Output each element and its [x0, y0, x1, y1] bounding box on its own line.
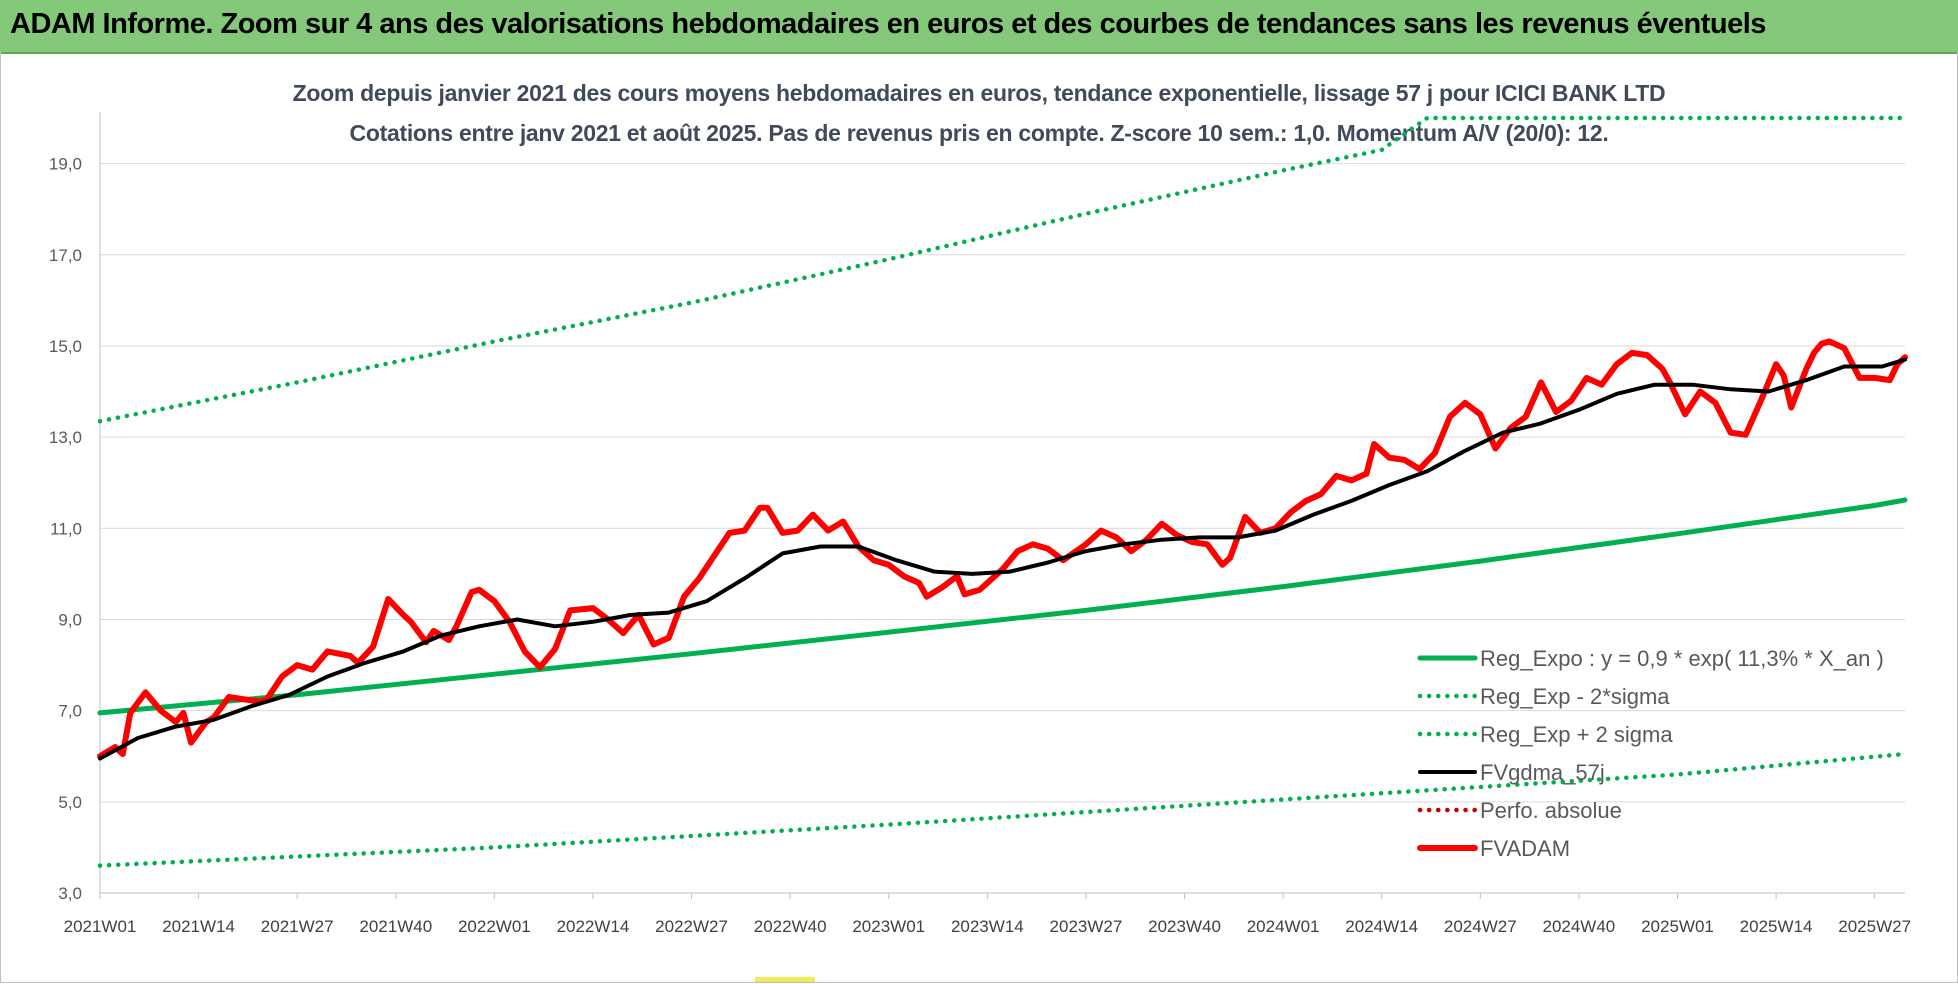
legend-label: FVADAM	[1480, 836, 1570, 861]
y-tick-label: 3,0	[58, 884, 82, 903]
y-tick-label: 15,0	[49, 337, 82, 356]
x-tick-label: 2023W40	[1148, 917, 1221, 936]
x-tick-label: 2024W01	[1247, 917, 1320, 936]
banner-title: ADAM Informe. Zoom sur 4 ans des valoris…	[10, 8, 1766, 40]
x-tick-label: 2024W14	[1345, 917, 1418, 936]
y-tick-label: 19,0	[49, 155, 82, 174]
x-tick-label: 2023W27	[1050, 917, 1123, 936]
x-tick-label: 2025W14	[1740, 917, 1813, 936]
series-line-3	[97, 115, 1908, 424]
x-tick-label: 2024W27	[1444, 917, 1517, 936]
legend-label: Reg_Exp + 2 sigma	[1480, 722, 1673, 747]
legend-label: Reg_Expo : y = 0,9 * exp( 11,3% * X_an )	[1480, 646, 1884, 671]
x-tick-label: 2021W01	[64, 917, 137, 936]
legend-label: Perfo. absolue	[1480, 798, 1622, 823]
horizontal-scrollbar[interactable]	[755, 977, 815, 982]
series-line-6	[97, 338, 1908, 760]
x-tick-label: 2025W27	[1838, 917, 1911, 936]
x-tick-label: 2022W14	[557, 917, 630, 936]
y-tick-label: 11,0	[50, 519, 82, 538]
series-line-2	[97, 751, 1908, 868]
x-tick-label: 2021W27	[261, 917, 334, 936]
y-tick-label: 5,0	[58, 793, 82, 812]
x-tick-label: 2022W40	[754, 917, 827, 936]
series-line-4	[98, 357, 1907, 761]
x-tick-label: 2023W01	[852, 917, 925, 936]
chart-subtitle: Cotations entre janv 2021 et août 2025. …	[349, 120, 1609, 146]
legend-label: FVgdma_57j	[1480, 760, 1605, 785]
series-line-1	[97, 497, 1908, 716]
chart-title: Zoom depuis janvier 2021 des cours moyen…	[292, 80, 1666, 106]
y-tick-label: 7,0	[58, 702, 82, 721]
y-tick-label: 17,0	[49, 246, 82, 265]
x-tick-label: 2021W40	[359, 917, 432, 936]
y-tick-label: 9,0	[58, 610, 82, 629]
x-tick-label: 2022W01	[458, 917, 531, 936]
y-tick-label: 13,0	[49, 428, 82, 447]
x-tick-label: 2022W27	[655, 917, 728, 936]
x-tick-label: 2021W14	[162, 917, 235, 936]
header-banner: ADAM Informe. Zoom sur 4 ans des valoris…	[0, 0, 1958, 54]
legend-label: Reg_Exp - 2*sigma	[1480, 684, 1670, 709]
x-tick-label: 2024W40	[1542, 917, 1615, 936]
x-tick-label: 2025W01	[1641, 917, 1714, 936]
x-tick-label: 2023W14	[951, 917, 1024, 936]
